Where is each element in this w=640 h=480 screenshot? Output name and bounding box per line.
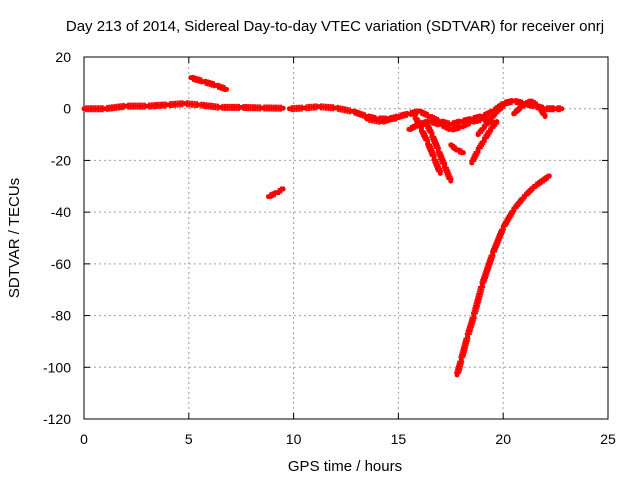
y-tick-label: -120 — [43, 411, 71, 427]
plot-frame — [83, 56, 609, 420]
data-marker — [277, 186, 285, 194]
data-marker — [529, 184, 537, 192]
data-marker — [197, 77, 205, 85]
data-marker — [543, 173, 551, 181]
ticks: 0 5 10 15 20 25 20 0 -20 -40 -60 -80 -100 -120 — [43, 49, 616, 447]
data-marker — [498, 103, 506, 111]
data-marker — [434, 120, 442, 128]
data-marker — [392, 113, 400, 121]
data-marker — [473, 148, 481, 156]
data-marker — [516, 104, 524, 112]
y-tick-label: -20 — [51, 152, 71, 168]
data-points — [81, 74, 565, 378]
data-marker — [427, 128, 435, 136]
data-track — [265, 186, 286, 200]
data-track — [511, 98, 548, 119]
y-tick-label: 20 — [55, 49, 71, 65]
data-track — [469, 119, 500, 166]
x-axis-label: GPS time / hours — [288, 458, 402, 475]
data-marker — [429, 152, 437, 160]
x-tick-label: 25 — [600, 431, 616, 447]
data-marker — [556, 105, 564, 113]
data-marker — [433, 144, 441, 152]
x-tick-label: 5 — [185, 431, 193, 447]
data-marker — [540, 110, 548, 118]
y-tick-label: -60 — [51, 256, 71, 272]
data-marker — [498, 226, 506, 234]
x-tick-label: 0 — [80, 431, 88, 447]
data-marker — [210, 81, 218, 89]
x-tick-label: 10 — [286, 431, 302, 447]
y-axis-label: SDTVAR / TECUs — [6, 178, 23, 298]
data-track — [475, 103, 506, 138]
y-tick-label: 0 — [63, 101, 71, 117]
data-marker — [424, 111, 432, 119]
data-marker — [435, 167, 443, 175]
data-track — [448, 142, 466, 156]
data-marker — [220, 85, 228, 93]
data-marker — [457, 148, 465, 156]
data-marker — [488, 252, 496, 260]
data-marker — [457, 358, 465, 366]
data-marker — [452, 145, 460, 153]
data-marker — [479, 125, 487, 133]
data-marker — [271, 190, 279, 198]
data-marker — [466, 119, 474, 127]
data-track — [454, 173, 552, 378]
data-track — [412, 113, 443, 176]
chart-title: Day 213 of 2014, Sidereal Day-to-day VTE… — [66, 18, 604, 35]
data-track — [188, 74, 230, 93]
data-marker — [485, 117, 493, 125]
x-tick-label: 20 — [495, 431, 511, 447]
y-tick-label: -80 — [51, 308, 71, 324]
data-marker — [446, 175, 454, 183]
data-track — [406, 116, 496, 133]
y-tick-label: -40 — [51, 204, 71, 220]
data-marker — [423, 136, 431, 144]
x-tick-label: 15 — [391, 431, 407, 447]
data-marker — [519, 194, 527, 202]
data-marker — [416, 123, 424, 131]
data-marker — [440, 159, 448, 167]
data-marker — [469, 314, 477, 322]
data-marker — [479, 138, 487, 146]
data-marker — [455, 123, 463, 131]
data-marker — [346, 107, 354, 115]
data-marker — [478, 283, 486, 291]
data-marker — [463, 335, 471, 343]
data-marker — [485, 127, 493, 135]
data-marker — [509, 208, 517, 216]
data-track — [81, 100, 286, 113]
data-marker — [277, 104, 285, 112]
y-tick-label: -100 — [43, 359, 71, 375]
data-track — [423, 119, 454, 184]
data-marker — [491, 120, 499, 128]
